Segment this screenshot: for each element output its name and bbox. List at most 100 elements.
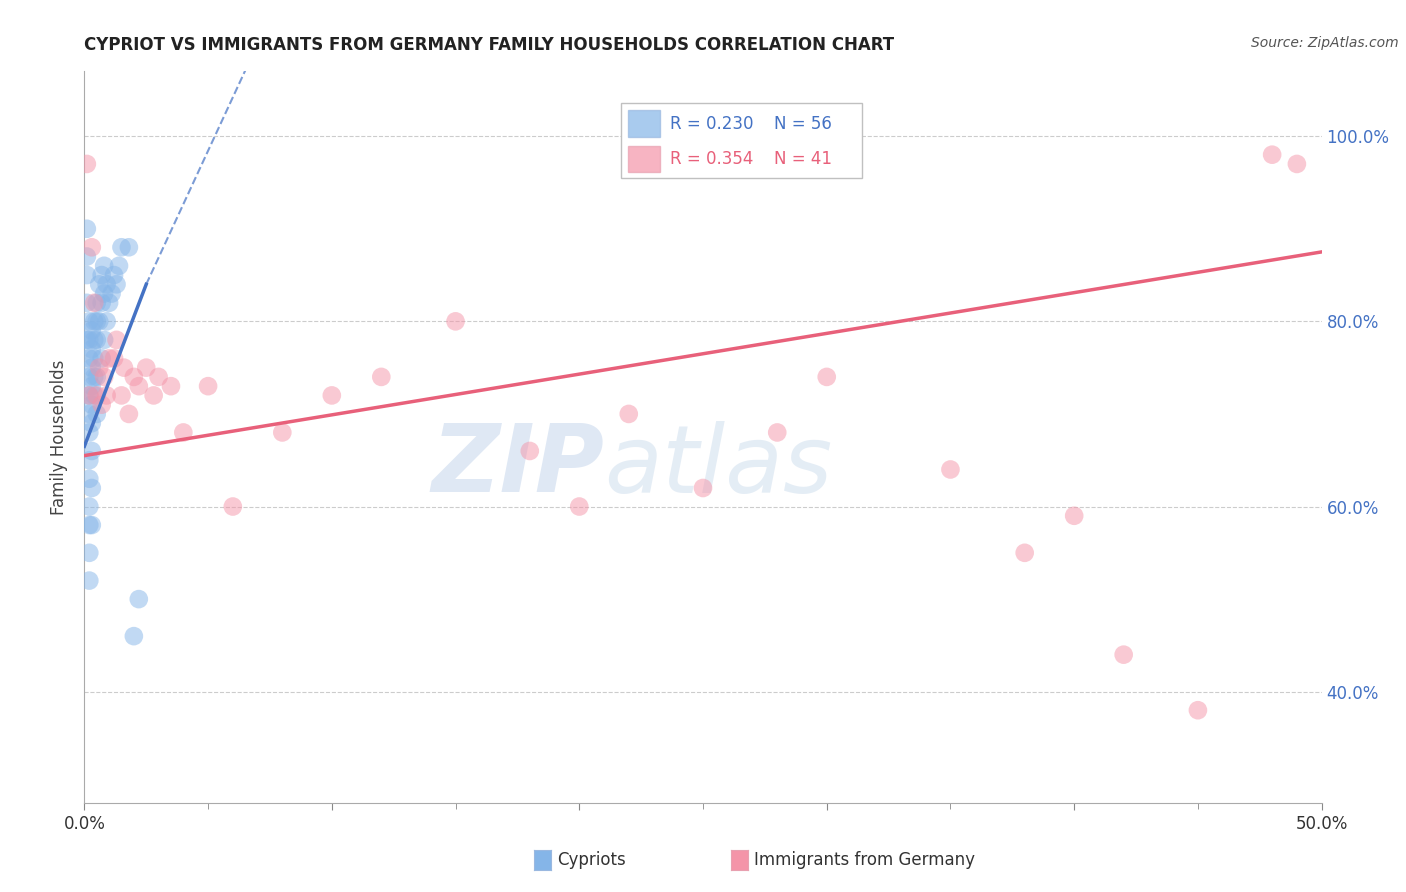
Point bbox=[110, 240, 132, 254]
Point bbox=[83, 314, 105, 328]
Point bbox=[103, 351, 125, 366]
Text: Cypriots: Cypriots bbox=[557, 851, 626, 869]
Point bbox=[118, 240, 141, 254]
Point bbox=[79, 425, 101, 440]
Point bbox=[142, 388, 165, 402]
Point bbox=[568, 500, 591, 514]
Point bbox=[93, 286, 115, 301]
Point bbox=[83, 333, 105, 347]
Point bbox=[76, 295, 98, 310]
Point bbox=[79, 388, 101, 402]
Point bbox=[79, 351, 101, 366]
Point bbox=[86, 388, 108, 402]
Point bbox=[128, 592, 150, 607]
Point bbox=[160, 379, 183, 393]
Point bbox=[100, 286, 122, 301]
Point bbox=[110, 388, 132, 402]
Point bbox=[444, 314, 467, 328]
Point bbox=[83, 388, 105, 402]
Point bbox=[83, 351, 105, 366]
Point bbox=[79, 370, 101, 384]
Point bbox=[105, 333, 128, 347]
Point bbox=[93, 259, 115, 273]
Point bbox=[135, 360, 157, 375]
Point bbox=[76, 268, 98, 282]
Point bbox=[76, 157, 98, 171]
Point bbox=[80, 240, 103, 254]
Point bbox=[103, 268, 125, 282]
Text: Immigrants from Germany: Immigrants from Germany bbox=[754, 851, 974, 869]
Point bbox=[80, 342, 103, 356]
Point bbox=[80, 398, 103, 412]
Point bbox=[80, 444, 103, 458]
Point bbox=[89, 360, 111, 375]
Point bbox=[80, 416, 103, 430]
Text: R = 0.230: R = 0.230 bbox=[671, 115, 754, 133]
Point bbox=[118, 407, 141, 421]
Point bbox=[98, 295, 121, 310]
Point bbox=[1112, 648, 1135, 662]
FancyBboxPatch shape bbox=[621, 103, 862, 178]
Point bbox=[79, 546, 101, 560]
Point bbox=[89, 314, 111, 328]
Point bbox=[105, 277, 128, 292]
Point bbox=[815, 370, 838, 384]
Point bbox=[90, 351, 112, 366]
Text: CYPRIOT VS IMMIGRANTS FROM GERMANY FAMILY HOUSEHOLDS CORRELATION CHART: CYPRIOT VS IMMIGRANTS FROM GERMANY FAMIL… bbox=[84, 36, 894, 54]
Point bbox=[90, 398, 112, 412]
Point bbox=[519, 444, 541, 458]
Point bbox=[1063, 508, 1085, 523]
Point bbox=[90, 295, 112, 310]
Point bbox=[86, 370, 108, 384]
Point bbox=[1014, 546, 1036, 560]
Point bbox=[80, 481, 103, 495]
Point bbox=[370, 370, 392, 384]
Point bbox=[766, 425, 789, 440]
Point bbox=[939, 462, 962, 476]
Point bbox=[692, 481, 714, 495]
Point bbox=[83, 295, 105, 310]
Text: N = 41: N = 41 bbox=[773, 151, 832, 169]
Point bbox=[128, 379, 150, 393]
Point bbox=[321, 388, 343, 402]
Point bbox=[79, 314, 101, 328]
Y-axis label: Family Households: Family Households bbox=[51, 359, 69, 515]
Point bbox=[86, 314, 108, 328]
Point bbox=[617, 407, 640, 421]
Text: atlas: atlas bbox=[605, 421, 832, 512]
Text: R = 0.354: R = 0.354 bbox=[671, 151, 754, 169]
Point bbox=[86, 295, 108, 310]
Text: N = 56: N = 56 bbox=[773, 115, 831, 133]
Point bbox=[98, 351, 121, 366]
Point bbox=[1187, 703, 1209, 717]
Point bbox=[79, 500, 101, 514]
Point bbox=[86, 407, 108, 421]
Point bbox=[148, 370, 170, 384]
Point bbox=[76, 333, 98, 347]
FancyBboxPatch shape bbox=[628, 111, 661, 136]
Point bbox=[80, 518, 103, 533]
FancyBboxPatch shape bbox=[628, 145, 661, 172]
Point bbox=[96, 314, 118, 328]
Point bbox=[96, 388, 118, 402]
Point bbox=[1261, 147, 1284, 161]
Point bbox=[79, 518, 101, 533]
Point bbox=[79, 388, 101, 402]
Point bbox=[108, 259, 131, 273]
Text: Source: ZipAtlas.com: Source: ZipAtlas.com bbox=[1251, 36, 1399, 50]
Point bbox=[96, 277, 118, 292]
Point bbox=[76, 221, 98, 235]
Point bbox=[93, 333, 115, 347]
Point bbox=[89, 277, 111, 292]
Point bbox=[80, 324, 103, 338]
Point bbox=[90, 268, 112, 282]
Point bbox=[80, 379, 103, 393]
Point bbox=[112, 360, 135, 375]
Text: ZIP: ZIP bbox=[432, 420, 605, 512]
Point bbox=[79, 472, 101, 486]
Point bbox=[79, 453, 101, 467]
Point bbox=[271, 425, 294, 440]
Point bbox=[172, 425, 194, 440]
Point bbox=[83, 370, 105, 384]
Point bbox=[122, 629, 145, 643]
